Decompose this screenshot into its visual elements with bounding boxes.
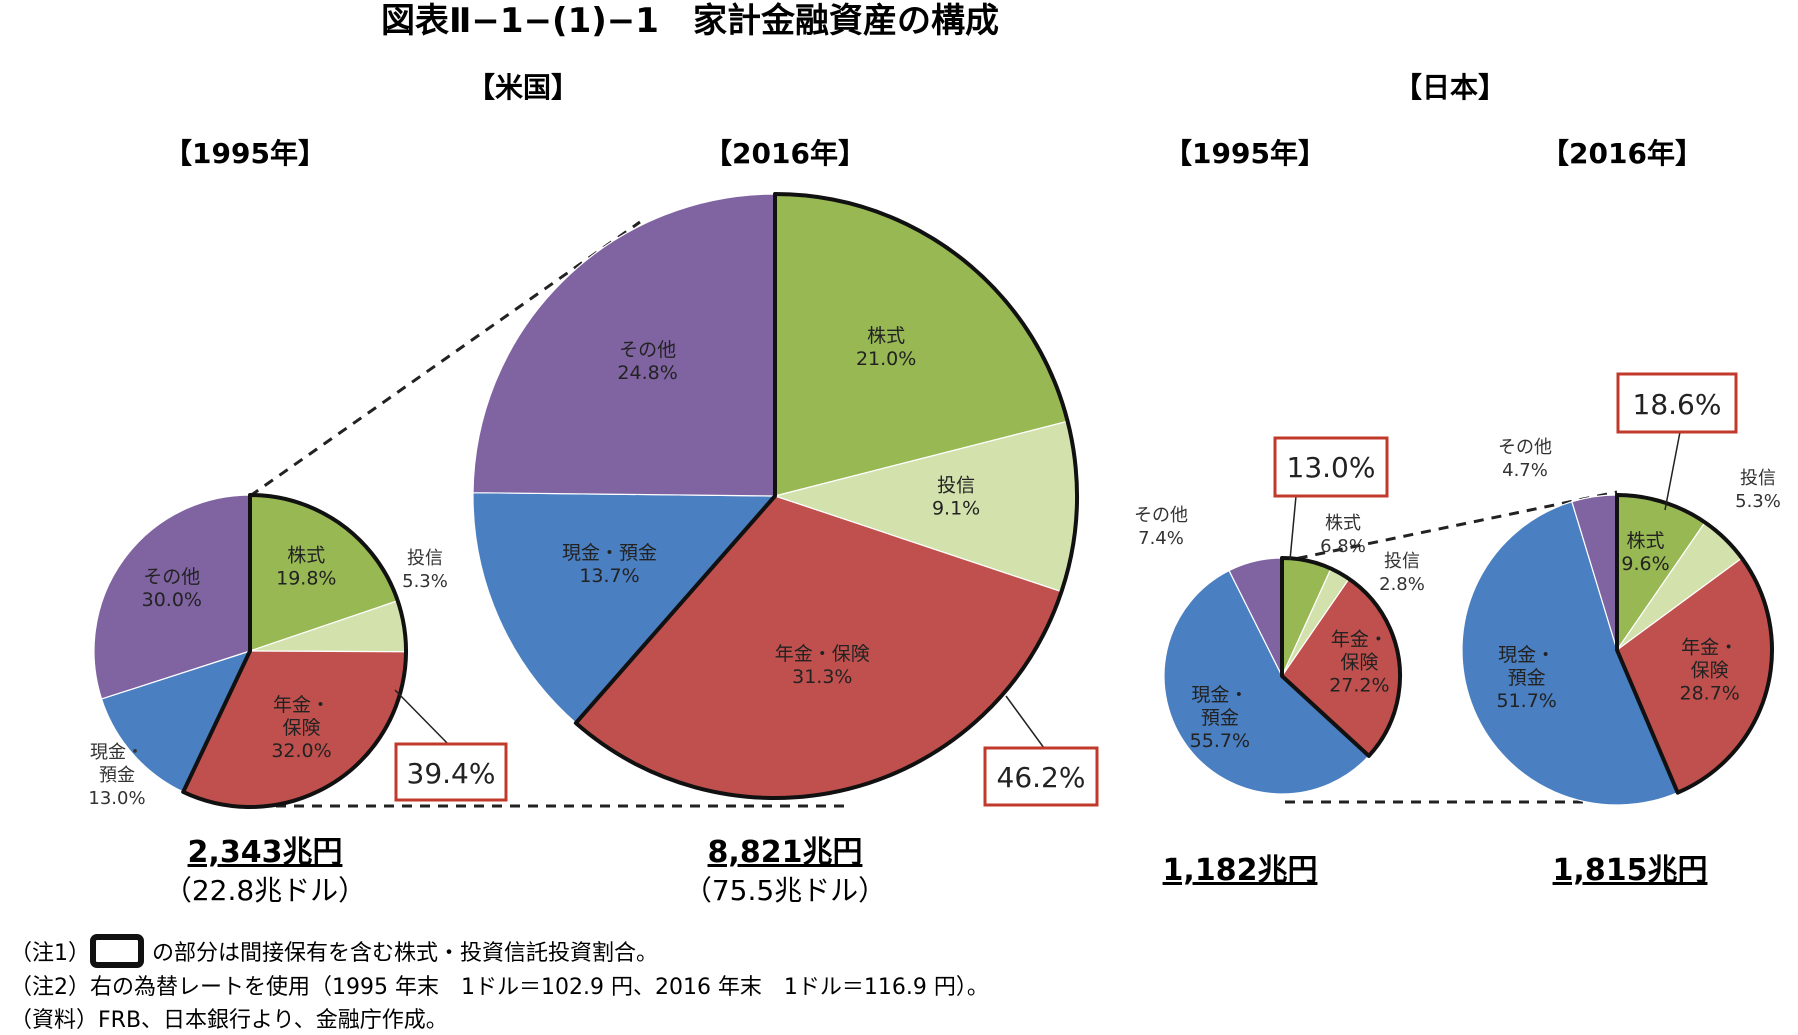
- slice-label-jp1995-年金・保険: 年金・保険 27.2%: [1329, 628, 1389, 696]
- pie-us2016: 株式 21.0% 投信 9.1% 年金・保険 31.3% 現金・預金 13.7% その他 24.8…: [472, 192, 1079, 800]
- pointer-us1995: [394, 689, 453, 749]
- highlight-box-jp2016: [1616, 372, 1738, 434]
- year-label-us1995: 【1995年】: [164, 137, 326, 170]
- total-us2016: 8,821兆円: [708, 835, 863, 870]
- pointer-us2016: [1005, 695, 1045, 749]
- slice-label-us1995-株式: 株式 19.8%: [276, 544, 336, 589]
- slice-label-us2016-投信: 投信 9.1%: [932, 475, 980, 520]
- slice-label-jp2016-投信: 投信 5.3%: [1735, 468, 1781, 512]
- source-note: （資料）FRB、日本銀行より、金融庁作成。: [10, 1008, 448, 1033]
- pie-jp1995: 株式 6.8% 投信 2.8% 年金・保険 27.2% 現金・預金 55.7% その他 7.4%: [1134, 505, 1425, 795]
- highlight-value-jp1995: 13.0%: [1287, 451, 1376, 484]
- highlight-boxes: 39.4% 46.2% 13.0% 18.6%: [394, 372, 1738, 807]
- slice-us2016-現金・預金: [472, 492, 777, 724]
- connector-lines: [249, 220, 1622, 808]
- pie-charts: 株式 19.8% 投信 5.3% 年金・保険 32.0% 現金・預金 13.0% その他 30.0…: [88, 192, 1781, 809]
- highlight-box-us1995: [394, 742, 508, 802]
- slice-us2016-その他: [472, 193, 776, 497]
- slice-jp2016-現金・預金: [1461, 500, 1679, 806]
- pie-us1995: 株式 19.8% 投信 5.3% 年金・保険 32.0% 現金・預金 13.0% その他 30.0…: [88, 493, 448, 809]
- slice-label-jp2016-株式: 株式 9.6%: [1621, 530, 1669, 575]
- year-label-us2016: 【2016年】: [704, 137, 866, 170]
- chart-title: 図表Ⅱ−1−(1)−1 家計金融資産の構成: [381, 1, 999, 41]
- year-label-jp1995: 【1995年】: [1164, 137, 1326, 170]
- slice-us1995-その他: [93, 494, 251, 700]
- slice-label-us1995-投信: 投信 5.3%: [402, 548, 448, 592]
- slice-label-us1995-現金・預金: 現金・預金 13.0%: [88, 742, 145, 809]
- highlight-value-us1995: 39.4%: [407, 757, 496, 790]
- year-label-jp2016: 【2016年】: [1541, 137, 1703, 170]
- connector-us-top: [249, 220, 641, 498]
- highlight-outline-jp2016: [1615, 493, 1774, 795]
- highlight-value-us2016: 46.2%: [997, 761, 1086, 794]
- highlight-outline-jp1995: [1280, 556, 1402, 758]
- slice-label-us2016-その他: その他 24.8%: [617, 339, 677, 384]
- slice-label-us2016-年金・保険: 年金・保険 31.3%: [775, 643, 870, 688]
- region-label-jp: 【日本】: [1394, 71, 1506, 104]
- slice-label-jp1995-その他: その他 7.4%: [1134, 505, 1188, 549]
- connector-jp-top: [1279, 490, 1618, 564]
- note1-box-icon: [90, 934, 144, 968]
- slice-label-jp2016-年金・保険: 年金・保険 28.7%: [1680, 636, 1740, 704]
- slice-label-jp1995-現金・預金: 現金・預金 55.7%: [1190, 684, 1250, 752]
- slice-jp1995-現金・預金: [1163, 569, 1370, 795]
- total-jp1995: 1,182兆円: [1163, 853, 1318, 888]
- highlight-outline-us2016: [573, 192, 1079, 800]
- pointer-jp2016: [1664, 431, 1681, 511]
- slice-label-jp2016-その他: その他 4.7%: [1498, 437, 1552, 481]
- slice-label-us1995-その他: その他 30.0%: [142, 566, 202, 611]
- note1-prefix: （注1）: [10, 941, 90, 966]
- pie-jp2016: 株式 9.6% 投信 5.3% 年金・保険 28.7% 現金・預金 51.7% その他 4.7%: [1461, 437, 1781, 806]
- region-label-us: 【米国】: [467, 71, 579, 104]
- slice-label-jp1995-投信: 投信 2.8%: [1379, 551, 1425, 595]
- highlight-outline-us1995: [181, 493, 408, 809]
- note1-text: の部分は間接保有を含む株式・投資信託投資割合。: [152, 941, 658, 966]
- note2: （注2）右の為替レートを使用（1995 年末 1ドル＝102.9 円、2016 …: [10, 975, 989, 1000]
- slice-label-us2016-株式: 株式 21.0%: [856, 325, 916, 370]
- total-us1995: 2,343兆円: [188, 835, 343, 870]
- total-usd-us2016: （75.5兆ドル）: [684, 874, 886, 907]
- slice-label-us2016-現金・預金: 現金・預金 13.7%: [562, 542, 657, 587]
- highlight-box-us2016: [983, 746, 1099, 807]
- pointer-jp1995: [1289, 495, 1297, 561]
- slice-label-jp1995-株式: 株式 6.8%: [1320, 513, 1366, 557]
- total-usd-us1995: （22.8兆ドル）: [164, 874, 366, 907]
- slice-us1995-現金・預金: [100, 650, 252, 793]
- highlight-value-jp2016: 18.6%: [1633, 388, 1722, 421]
- total-jp2016: 1,815兆円: [1553, 853, 1708, 888]
- highlight-box-jp1995: [1273, 436, 1389, 498]
- slice-label-jp2016-現金・預金: 現金・預金 51.7%: [1497, 644, 1557, 712]
- slice-label-us1995-年金・保険: 年金・保険 32.0%: [271, 694, 331, 762]
